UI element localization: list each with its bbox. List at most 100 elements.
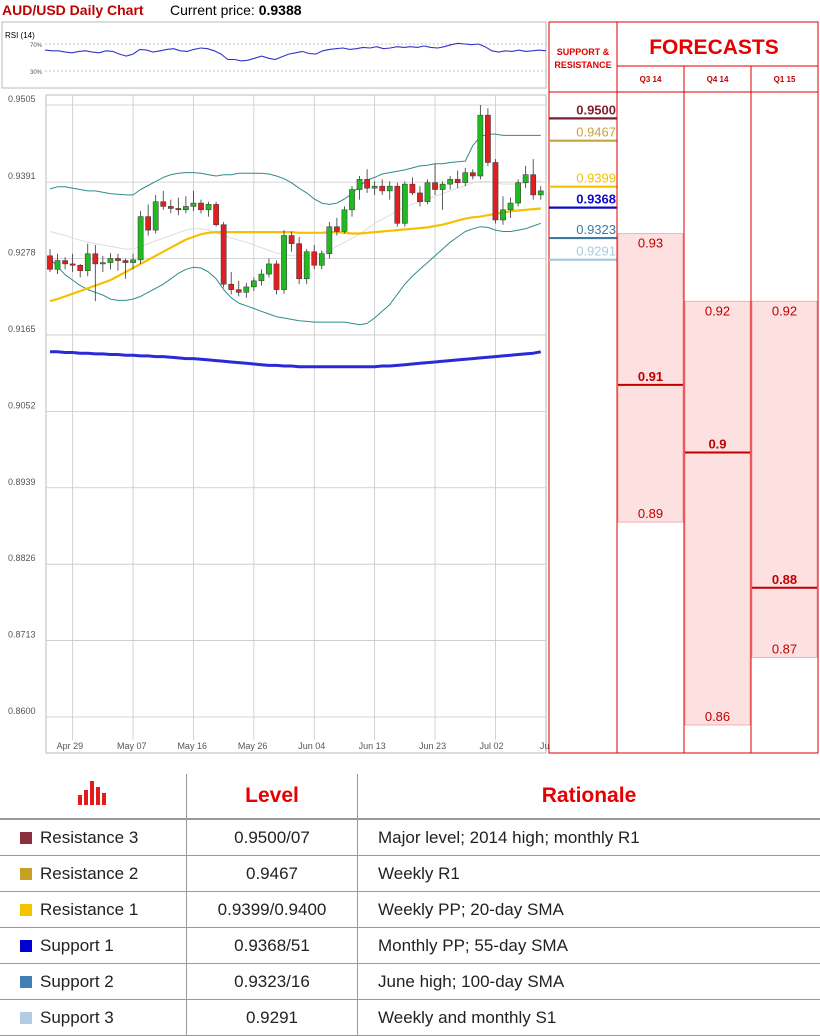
candle-body — [515, 182, 521, 204]
table-row: Resistance 2 0.9467 Weekly R1 — [0, 855, 820, 892]
level-name-cell: Resistance 2 — [0, 855, 187, 892]
candle-body — [145, 216, 152, 231]
candle-body — [69, 263, 76, 266]
sr-levels: 0.9500 0.9467 0.9399 0.9368 0.9323 0.9291 — [549, 102, 617, 261]
header-rationale: Rationale — [357, 774, 820, 820]
sr-level-value: 0.9368 — [576, 192, 616, 207]
level-color-swatch — [20, 975, 32, 988]
y-tick-label: 0.9165 — [8, 324, 36, 334]
sma-blue-line — [50, 350, 542, 369]
candles — [47, 105, 544, 302]
candle-body — [152, 201, 159, 231]
x-tick-label: Jun 04 — [298, 741, 325, 751]
level-rationale: Monthly PP; 55-day SMA — [357, 927, 820, 964]
rsi-upper-label: 70% — [30, 43, 43, 49]
level-color-swatch — [20, 939, 32, 952]
x-tick-label: May 07 — [117, 741, 147, 751]
candle-body — [62, 260, 68, 265]
candle-body — [281, 235, 287, 290]
candle-body — [522, 174, 529, 184]
price-panel — [45, 94, 547, 754]
moving-averages — [49, 207, 542, 369]
candle-body — [379, 185, 386, 192]
candle-body — [341, 209, 348, 232]
y-tick-label: 0.9278 — [8, 248, 36, 258]
bollinger-bands — [49, 133, 541, 326]
candle-body — [386, 185, 393, 192]
bar-chart-icon — [78, 781, 106, 805]
y-tick-label: 0.9391 — [8, 171, 36, 181]
forecast-mid-label: 0.9 — [708, 437, 726, 452]
levels-table: Level Rationale Resistance 3 0.9500/07 Maj… — [0, 774, 820, 1036]
candle-body — [266, 263, 272, 275]
x-axis-ticks: Apr 29 May 07 May 16 May 26 Jun 04 Jun 13 Jun … — [57, 741, 564, 751]
y-tick-label: 0.8939 — [8, 477, 36, 487]
candle-body — [371, 185, 378, 189]
table-row: Support 3 0.9291 Weekly and monthly S1 — [0, 999, 820, 1036]
sma-yellow-line — [49, 207, 541, 303]
candle-body — [334, 226, 340, 232]
level-rationale: Weekly and monthly S1 — [357, 999, 820, 1036]
y-tick-label: 0.9505 — [8, 94, 36, 104]
current-price-value: 0.9388 — [258, 2, 302, 18]
candle-body — [183, 206, 189, 211]
candle-body — [137, 216, 144, 261]
candle-body — [432, 182, 438, 190]
y-tick-label: 0.8600 — [8, 706, 36, 716]
candle-body — [122, 260, 129, 263]
candle-body — [273, 263, 280, 290]
candle-body — [364, 179, 370, 189]
y-tick-label: 0.9052 — [8, 400, 36, 410]
sr-title-2: RESISTANCE — [554, 60, 611, 70]
candle-body — [454, 179, 461, 184]
candle-body — [530, 174, 537, 196]
level-value: 0.9467 — [186, 855, 358, 892]
level-name-cell: Support 2 — [0, 963, 187, 1000]
candle-body — [288, 235, 295, 244]
candle-body — [160, 201, 167, 207]
candle-body — [47, 255, 53, 270]
x-tick-label: Jun 13 — [359, 741, 386, 751]
level-name: Support 2 — [40, 971, 114, 991]
level-rationale: June high; 100-day SMA — [357, 963, 820, 1000]
candle-body — [424, 182, 431, 202]
candle-body — [228, 283, 235, 290]
level-value: 0.9291 — [186, 999, 358, 1036]
candle-body — [100, 262, 106, 265]
level-value: 0.9500/07 — [186, 819, 358, 856]
level-color-swatch — [20, 903, 32, 916]
candle-body — [115, 258, 121, 261]
bollinger-lower-line — [49, 222, 541, 326]
level-name-cell: Resistance 3 — [0, 819, 187, 856]
candle-body — [296, 243, 302, 280]
level-color-swatch — [20, 1011, 32, 1024]
table-row: Resistance 3 0.9500/07 Major level; 2014 h… — [0, 819, 820, 856]
level-value: 0.9323/16 — [186, 963, 358, 1000]
bollinger-upper-line — [49, 133, 541, 205]
candle-body — [190, 202, 197, 207]
candle-body — [92, 253, 99, 265]
rsi-panel — [1, 21, 547, 89]
candle-body — [402, 183, 408, 224]
candle-body — [243, 286, 250, 293]
candle-body — [198, 202, 204, 211]
y-tick-label: 0.8713 — [8, 630, 36, 640]
level-rationale: Major level; 2014 high; monthly R1 — [357, 819, 820, 856]
candle-body — [417, 192, 423, 202]
sr-title-1: SUPPORT & — [557, 47, 610, 57]
candle-body — [462, 172, 469, 184]
candle-body — [477, 114, 484, 177]
level-name-cell: Support 3 — [0, 999, 187, 1036]
sr-level-value: 0.9467 — [576, 125, 616, 140]
candle-body — [130, 259, 136, 263]
level-name: Resistance 1 — [40, 899, 139, 919]
level-value: 0.9399/0.9400 — [186, 891, 358, 928]
forecast-column-label: Q4 14 — [707, 75, 729, 84]
rsi-label: RSI (14) — [5, 31, 35, 40]
level-name: Support 1 — [40, 935, 114, 955]
candle-body — [500, 209, 506, 221]
y-tick-label: 0.8826 — [8, 553, 36, 563]
level-name: Resistance 2 — [40, 863, 139, 883]
level-name: Support 3 — [40, 1007, 114, 1027]
candle-body — [356, 179, 363, 190]
